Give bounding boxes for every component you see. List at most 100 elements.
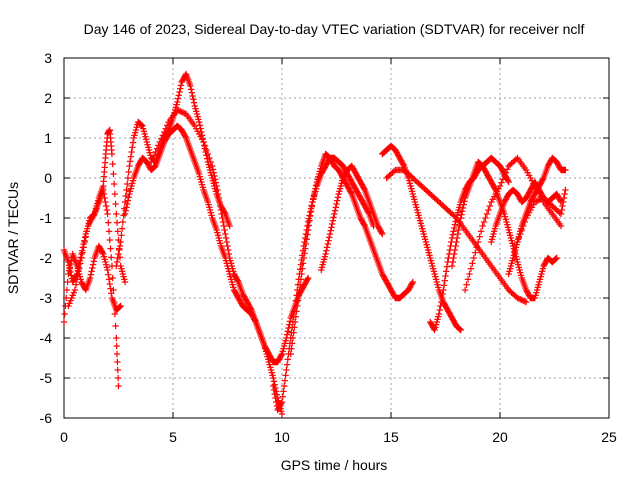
y-tick-label: 2 xyxy=(44,90,52,106)
data-point xyxy=(217,202,224,210)
data-point xyxy=(297,276,305,283)
data-point xyxy=(110,286,117,294)
data-point xyxy=(435,310,443,318)
data-point xyxy=(499,176,507,183)
data-point xyxy=(279,393,286,400)
data-point xyxy=(221,226,228,234)
data-point xyxy=(89,261,97,268)
data-point xyxy=(302,234,309,242)
data-point xyxy=(441,277,448,284)
data-point xyxy=(408,280,416,287)
data-point xyxy=(224,242,231,250)
data-point xyxy=(127,153,135,160)
data-point xyxy=(215,194,222,202)
data-point xyxy=(116,304,123,311)
data-point xyxy=(451,224,458,232)
data-point xyxy=(129,139,137,146)
data-point xyxy=(112,200,119,208)
y-tick-label: -1 xyxy=(40,210,53,226)
data-point xyxy=(115,382,122,390)
data-point xyxy=(201,142,209,150)
data-point xyxy=(461,286,469,294)
series-track-9 xyxy=(318,162,386,274)
data-point xyxy=(334,194,342,201)
x-tick-label: 15 xyxy=(383,429,399,445)
data-point xyxy=(286,318,294,325)
data-point xyxy=(217,206,225,214)
data-point xyxy=(453,238,460,246)
data-point xyxy=(514,294,521,302)
data-point xyxy=(281,377,289,384)
data-point xyxy=(299,260,307,267)
data-point xyxy=(514,238,521,246)
data-point xyxy=(190,99,198,106)
data-point xyxy=(515,234,523,242)
data-point xyxy=(557,197,564,204)
y-tick-label: -4 xyxy=(40,330,53,346)
data-point xyxy=(280,388,287,395)
data-point xyxy=(211,172,218,180)
data-point xyxy=(454,230,462,238)
data-point xyxy=(178,108,185,116)
data-point xyxy=(365,209,372,216)
data-point xyxy=(302,240,310,248)
data-point xyxy=(114,358,121,366)
data-point xyxy=(560,194,568,202)
data-point xyxy=(72,281,80,288)
data-point xyxy=(360,185,368,192)
data-point xyxy=(126,158,134,165)
data-point xyxy=(203,146,210,154)
data-point xyxy=(296,286,303,294)
data-point xyxy=(113,210,120,218)
data-point xyxy=(65,258,72,266)
x-tick-label: 10 xyxy=(274,429,290,445)
data-point xyxy=(379,230,386,238)
data-point xyxy=(476,233,483,240)
data-point xyxy=(175,92,183,99)
data-point xyxy=(457,326,464,334)
data-point xyxy=(327,227,334,234)
data-point xyxy=(219,218,227,226)
data-point xyxy=(105,228,113,235)
data-point xyxy=(560,198,567,206)
data-point xyxy=(128,148,135,156)
data-point xyxy=(119,218,127,226)
data-point xyxy=(329,217,337,224)
data-point xyxy=(453,234,461,242)
data-point xyxy=(302,245,309,252)
data-point xyxy=(517,296,524,303)
x-tick-label: 5 xyxy=(169,429,177,445)
data-point xyxy=(109,274,116,282)
data-point xyxy=(458,211,465,218)
data-point xyxy=(125,168,132,176)
data-point xyxy=(440,282,448,289)
data-point xyxy=(122,192,129,200)
data-point xyxy=(150,164,158,171)
data-point xyxy=(309,198,316,206)
data-point xyxy=(113,334,120,342)
data-point xyxy=(531,198,539,206)
data-point xyxy=(88,268,95,275)
data-point xyxy=(505,178,512,186)
data-point xyxy=(328,224,335,231)
data-point xyxy=(190,96,197,103)
data-point xyxy=(301,250,308,257)
data-point xyxy=(209,166,217,173)
data-point xyxy=(326,234,333,241)
data-point xyxy=(472,249,479,256)
data-point xyxy=(558,206,565,214)
data-point xyxy=(459,204,467,212)
data-point xyxy=(114,374,122,382)
data-point xyxy=(557,222,565,230)
data-point xyxy=(308,203,315,210)
data-point xyxy=(539,176,547,183)
data-point xyxy=(443,263,451,270)
data-point xyxy=(473,244,480,251)
data-point xyxy=(304,231,311,238)
data-point xyxy=(155,142,162,149)
data-point xyxy=(149,155,156,162)
data-point xyxy=(89,264,96,272)
data-point xyxy=(103,206,111,214)
data-point xyxy=(87,271,95,278)
data-point xyxy=(110,180,118,188)
